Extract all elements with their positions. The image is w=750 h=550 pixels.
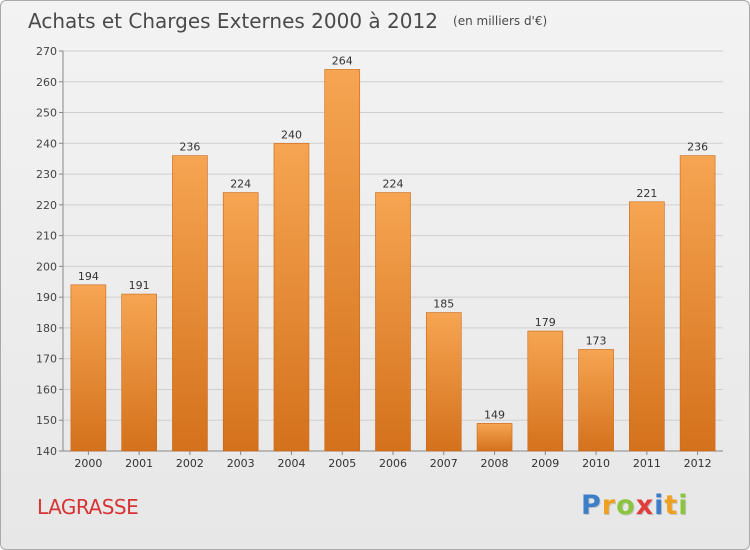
proxiti-logo: Proxiti (581, 490, 689, 521)
x-tick-label: 2002 (176, 457, 204, 470)
y-tick-label: 190 (36, 291, 57, 304)
bar-2007 (425, 312, 462, 452)
logo-letter: P (581, 490, 602, 521)
x-tick-label: 2006 (379, 457, 407, 470)
bar-2005 (324, 69, 361, 452)
x-tick-label: 2008 (481, 457, 509, 470)
y-tick-label: 200 (36, 260, 57, 273)
bar-2000 (70, 284, 107, 452)
y-tick-label: 140 (36, 445, 57, 458)
bar-value-label: 240 (281, 128, 302, 141)
bar-2011 (629, 201, 665, 452)
chart-title: Achats et Charges Externes 2000 à 2012 (28, 9, 438, 33)
logo-letter: t (664, 490, 679, 521)
bar-value-label: 149 (484, 408, 505, 421)
x-tick-label: 2012 (684, 457, 712, 470)
x-tick-label: 2007 (430, 457, 458, 470)
logo-letter: i (654, 490, 665, 521)
chart-header: Achats et Charges Externes 2000 à 2012 (… (28, 9, 547, 33)
bar-2003 (222, 192, 259, 452)
bar-value-label: 191 (129, 279, 150, 292)
bar-2008 (476, 423, 513, 452)
x-tick-label: 2003 (227, 457, 255, 470)
bar-value-label: 236 (687, 141, 708, 154)
y-tick-label: 250 (36, 107, 57, 120)
x-tick-label: 2000 (74, 457, 102, 470)
bar-value-label: 185 (433, 298, 454, 311)
bar-value-label: 236 (179, 141, 200, 154)
bar-value-label: 224 (383, 178, 404, 191)
bar-2001 (121, 293, 157, 452)
bar-value-label: 264 (332, 54, 353, 67)
y-tick-label: 220 (36, 199, 57, 212)
y-tick-label: 150 (36, 414, 57, 427)
x-tick-label: 2011 (633, 457, 661, 470)
x-tick-label: 2001 (125, 457, 153, 470)
logo-letter: i (678, 490, 689, 521)
logo-letter: x (635, 490, 655, 521)
y-tick-label: 260 (36, 76, 57, 89)
y-tick-label: 230 (36, 168, 57, 181)
chart-subtitle: (en milliers d'€) (453, 14, 548, 28)
x-tick-label: 2010 (582, 457, 610, 470)
x-tick-label: 2004 (277, 457, 305, 470)
y-tick-label: 270 (36, 45, 57, 58)
bar-value-label: 173 (586, 334, 607, 347)
bar-value-label: 221 (636, 187, 657, 200)
y-tick-label: 160 (36, 383, 57, 396)
bar-2010 (578, 349, 614, 452)
bar-2004 (273, 143, 310, 452)
x-tick-label: 2005 (328, 457, 356, 470)
y-tick-label: 240 (36, 137, 57, 150)
bar-2006 (375, 192, 411, 452)
bar-2012 (679, 155, 716, 452)
y-tick-label: 180 (36, 322, 57, 335)
commune-name: LAGRASSE (37, 495, 139, 519)
logo-letter: o (616, 490, 636, 521)
logo-letter: r (601, 490, 617, 521)
bar-2009 (527, 330, 564, 452)
bar-value-label: 179 (535, 316, 556, 329)
x-tick-label: 2009 (531, 457, 559, 470)
bar-value-label: 194 (78, 270, 99, 283)
bar-2002 (172, 155, 208, 452)
bar-value-label: 224 (230, 178, 251, 191)
y-tick-label: 210 (36, 230, 57, 243)
y-tick-label: 170 (36, 353, 57, 366)
